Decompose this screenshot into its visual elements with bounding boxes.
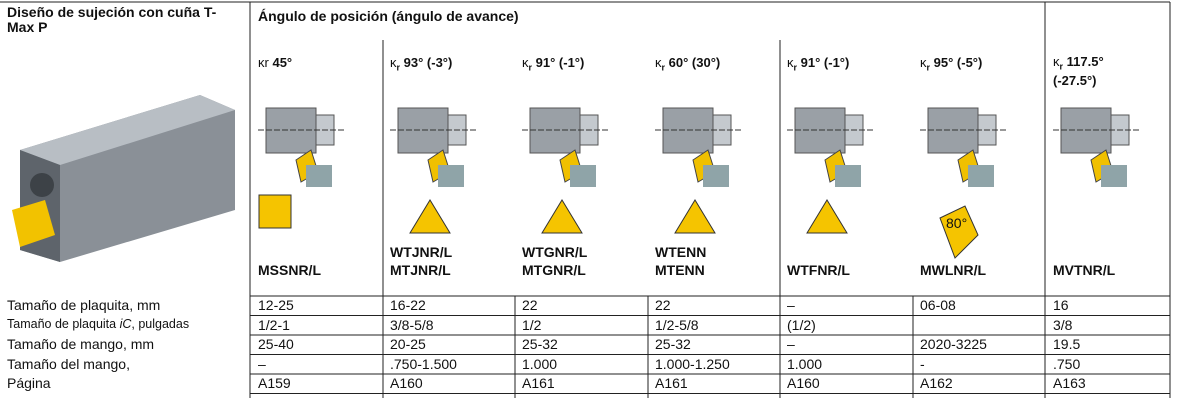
cell: 22 (522, 297, 538, 313)
angle-label: κr 45° (258, 55, 292, 70)
cell: – (787, 336, 795, 352)
tool-code: WTJNR/L (390, 244, 453, 260)
angle: 95° (-5°) (933, 55, 983, 70)
tool-code: WTGNR/L (522, 244, 588, 260)
cell: 25-40 (258, 336, 294, 352)
cell: A161 (522, 375, 555, 391)
cell: 3/8-5/8 (390, 316, 434, 333)
angle-title: Ángulo de posición (ángulo de avance) (258, 8, 519, 24)
kappa: κ (390, 55, 397, 70)
kappa-sub: r (1059, 61, 1064, 72)
kappa-sub: r (396, 62, 401, 73)
tool-code: MTJNR/L (390, 262, 451, 278)
cell: 12-25 (258, 297, 294, 313)
angle: 91° (-1°) (800, 55, 850, 70)
label-part: Tamaño de plaquita, mm (7, 297, 161, 313)
cell: 1/2 (522, 316, 542, 333)
kappa-sub: r (793, 62, 798, 73)
label-part: Tamaño de mango, mm (7, 336, 155, 352)
row-label: Página (7, 375, 51, 391)
kappa: κ (787, 55, 794, 70)
angle-label: κr 91° (-1°) (522, 55, 584, 73)
design-title: Diseño de sujeción con cuña T-Max P (7, 4, 217, 35)
kappa: κ (1053, 54, 1060, 69)
row-label: Tamaño de plaquita, mm (7, 297, 160, 313)
tool-code: MWLNR/L (920, 262, 987, 278)
kappa-sub: r (661, 62, 666, 73)
angle: 117.5° (-27.5°) (1053, 54, 1104, 88)
tool-code: WTENN (655, 244, 707, 260)
cell: .750-1.500 (390, 355, 457, 372)
cell: A160 (787, 375, 820, 391)
row-label: Tamaño de plaquita iC, pulgadas (7, 317, 189, 331)
kappa-sub: r (926, 62, 931, 73)
tool-code: WTFNR/L (787, 262, 850, 278)
cell: – (787, 297, 795, 313)
tool-code: MTGNR/L (522, 262, 586, 278)
label-part: Página (7, 375, 51, 391)
cell: A162 (920, 375, 953, 391)
label-part: iC (119, 316, 132, 331)
cell: 16 (1053, 297, 1069, 313)
cell: 25-32 (655, 336, 691, 352)
tool-code: MVTNR/L (1053, 262, 1116, 278)
angle: 91° (-1°) (535, 55, 585, 70)
cell: (1/2) (787, 316, 816, 333)
kappa: κr (258, 55, 269, 70)
cell: A160 (390, 375, 423, 391)
angle: 45° (272, 55, 293, 70)
cell: 19.5 (1053, 336, 1081, 352)
cell: 1.000 (787, 355, 823, 372)
kappa: κ (920, 55, 927, 70)
cell: 25-32 (522, 336, 558, 352)
angle: 60° (30°) (668, 55, 721, 70)
angle-label: κr 117.5° (-27.5°) (1053, 55, 1148, 88)
kappa-sub: r (528, 62, 533, 73)
cell: – (258, 355, 266, 372)
angle-label: κr 91° (-1°) (787, 55, 849, 73)
label-part: Tamaño del mango, (7, 355, 130, 372)
insert-angle: 80° (946, 215, 968, 231)
cell: - (920, 355, 925, 372)
kappa: κ (655, 55, 662, 70)
cell: 16-22 (390, 297, 426, 313)
cell: 1/2-5/8 (655, 316, 699, 333)
cell: 1.000 (522, 355, 558, 372)
cell: A159 (258, 375, 291, 391)
tool-code: MSSNR/L (258, 262, 321, 278)
label-part: Tamaño de plaquita (7, 316, 120, 331)
cell: 22 (655, 297, 671, 313)
cell: 1/2-1 (258, 316, 290, 333)
kappa: κ (522, 55, 529, 70)
cell: 06-08 (920, 297, 956, 313)
cell: A163 (1053, 375, 1086, 391)
cell: 2020-3225 (920, 336, 987, 352)
label-part: , pulgadas (131, 316, 190, 331)
angle-label: κr 93° (-3°) (390, 55, 452, 73)
cell: 20-25 (390, 336, 426, 352)
cell: A161 (655, 375, 688, 391)
cell: 1.000-1.250 (655, 355, 730, 372)
angle-label: κr 60° (30°) (655, 55, 720, 73)
row-label: Tamaño de mango, mm (7, 336, 154, 352)
row-label: Tamaño del mango, (7, 356, 130, 372)
angle: 93° (-3°) (403, 55, 453, 70)
angle-label: κr 95° (-5°) (920, 55, 982, 73)
cell: 3/8 (1053, 316, 1073, 333)
tool-code: MTENN (655, 262, 705, 278)
cell: .750 (1053, 355, 1081, 372)
